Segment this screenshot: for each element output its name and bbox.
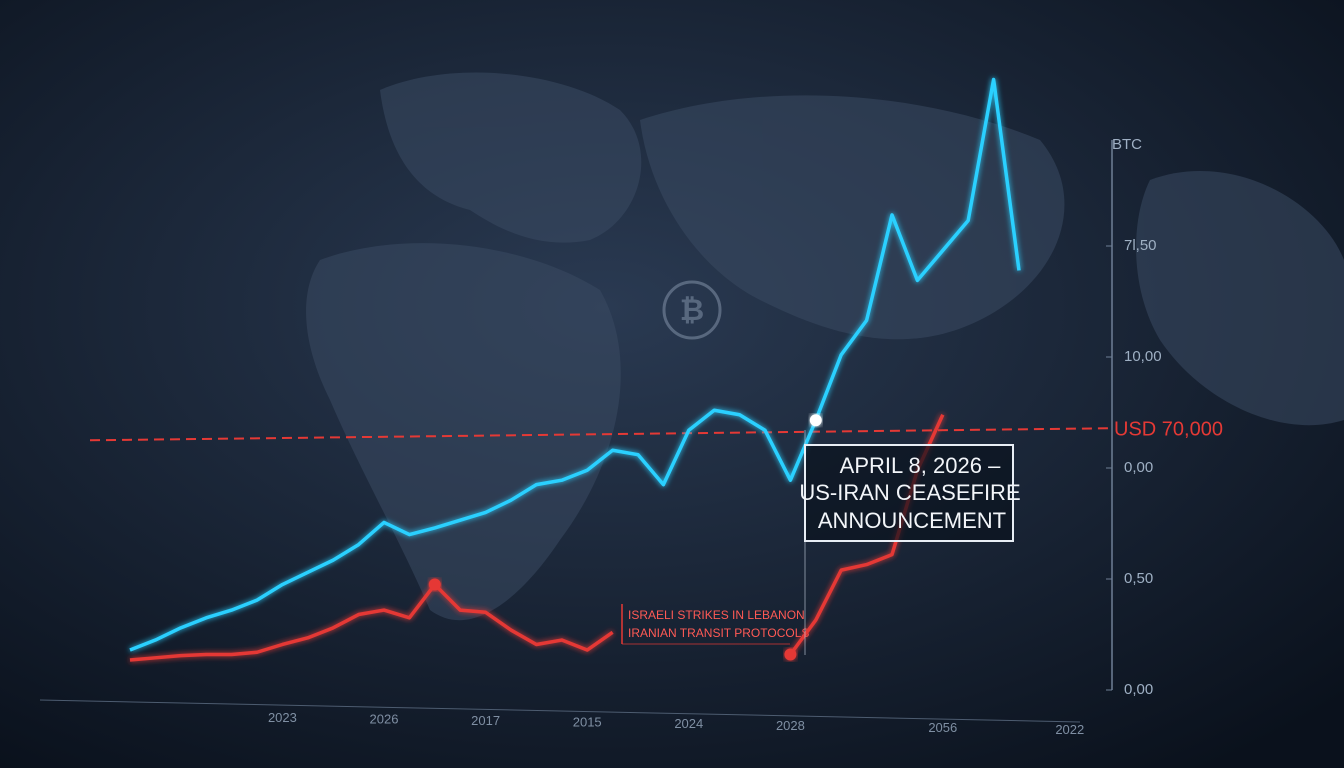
x-tick-label: 2028 — [776, 718, 805, 733]
y-tick-label: 7l,50 — [1124, 237, 1157, 254]
reference-line — [89, 427, 1111, 442]
reference-label: USD 70,000 — [1114, 419, 1223, 441]
bitcoin-icon: ₿ — [662, 280, 722, 340]
x-tick-label: 2017 — [471, 713, 500, 728]
world-map — [306, 72, 1344, 621]
event-marker — [809, 414, 822, 427]
event-marker — [784, 648, 797, 661]
strikes-annotation: ISRAELI STRIKES IN LEBANON IRANIAN TRANS… — [621, 604, 809, 645]
y-tick-label: 0,00 — [1124, 681, 1153, 698]
annotation-text: APRIL 8, 2026 – — [840, 453, 1001, 478]
annotation-text: ISRAELI STRIKES IN LEBANON — [628, 608, 805, 622]
annotation-text: ANNOUNCEMENT — [818, 508, 1006, 533]
y-tick-label: 0,00 — [1124, 459, 1153, 476]
annotation-text: US-IRAN CEASEFIRE — [799, 480, 1020, 505]
x-tick-label: 2056 — [928, 720, 957, 735]
x-tick-label: 2024 — [674, 716, 703, 731]
y-tick-label: 10,00 — [1124, 348, 1162, 365]
ceasefire-annotation: APRIL 8, 2026 – US-IRAN CEASEFIRE ANNOUN… — [799, 430, 1021, 655]
x-tick-label: 2026 — [370, 711, 399, 726]
svg-text:₿: ₿ — [680, 294, 704, 327]
x-tick-label: 2023 — [268, 710, 297, 725]
series-line — [129, 77, 1021, 652]
x-tick-label: 2022 — [1055, 722, 1084, 737]
annotation-box — [804, 444, 1014, 542]
x-axis — [39, 699, 1081, 723]
x-tick-label: 2015 — [573, 715, 602, 730]
y-axis-label: BTC — [1112, 136, 1142, 153]
annotation-text: IRANIAN TRANSIT PROTOCOLS — [628, 626, 809, 640]
y-tick-label: 0,50 — [1124, 570, 1153, 587]
event-marker — [428, 578, 441, 591]
series-line — [129, 582, 614, 662]
